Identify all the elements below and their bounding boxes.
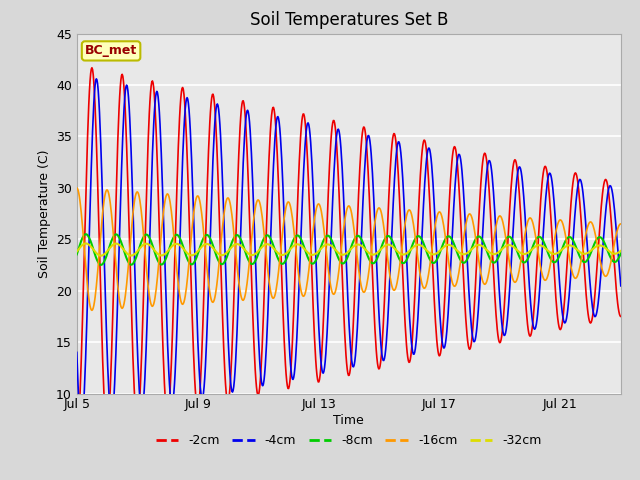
Text: BC_met: BC_met xyxy=(85,44,137,58)
X-axis label: Time: Time xyxy=(333,414,364,427)
Bar xyxy=(77,34,621,394)
Y-axis label: Soil Temperature (C): Soil Temperature (C) xyxy=(38,149,51,278)
Title: Soil Temperatures Set B: Soil Temperatures Set B xyxy=(250,11,448,29)
Legend: -2cm, -4cm, -8cm, -16cm, -32cm: -2cm, -4cm, -8cm, -16cm, -32cm xyxy=(151,429,547,452)
